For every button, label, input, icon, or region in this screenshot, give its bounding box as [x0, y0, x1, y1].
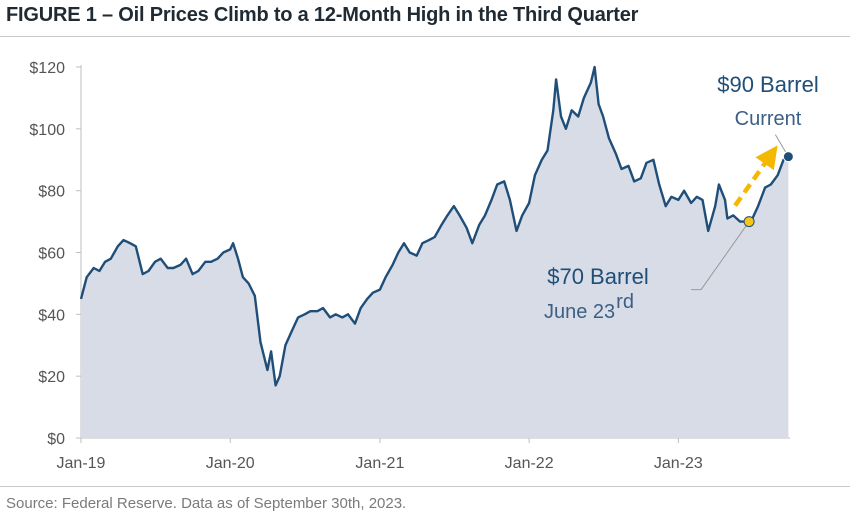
june-price-marker — [743, 216, 755, 228]
june-date-suffix: rd — [616, 291, 634, 313]
y-tick-label: $120 — [29, 60, 65, 77]
y-tick-label: $40 — [38, 307, 65, 324]
oil-price-chart: $0 $20 $40 $60 $80 $100 $120 Jan-19 Jan-20 Jan-2… — [29, 60, 819, 472]
price-series-line — [79, 65, 790, 387]
x-tick-label: Jan-23 — [654, 455, 703, 472]
title-divider — [0, 36, 850, 37]
x-tick-label: Jan-22 — [505, 455, 554, 472]
x-axis: Jan-19 Jan-20 Jan-21 Jan-22 Jan-23 — [57, 437, 790, 472]
footer-divider — [0, 486, 850, 487]
june-price-label: $70 Barrel — [547, 264, 649, 289]
june-leader-line — [691, 221, 750, 291]
price-area-fill — [81, 67, 789, 438]
chart-title: FIGURE 1 – Oil Prices Climb to a 12-Mont… — [6, 4, 639, 26]
current-price-label: $90 Barrel — [717, 72, 819, 97]
y-tick-label: $100 — [29, 122, 65, 139]
current-date-label: Current — [735, 108, 802, 130]
x-tick-label: Jan-20 — [206, 455, 255, 472]
trend-arrow — [733, 145, 778, 207]
x-tick-label: Jan-19 — [57, 455, 106, 472]
x-tick-label: Jan-21 — [355, 455, 404, 472]
y-tick-label: $80 — [38, 184, 65, 201]
y-tick-label: $0 — [47, 431, 65, 448]
y-tick-label: $60 — [38, 246, 65, 263]
current-price-marker — [782, 151, 794, 163]
source-note: Source: Federal Reserve. Data as of Sept… — [6, 495, 407, 512]
y-axis: $0 $20 $40 $60 $80 $100 $120 — [29, 60, 82, 448]
y-tick-label: $20 — [38, 369, 65, 386]
june-date-label: June 23 — [544, 301, 615, 323]
